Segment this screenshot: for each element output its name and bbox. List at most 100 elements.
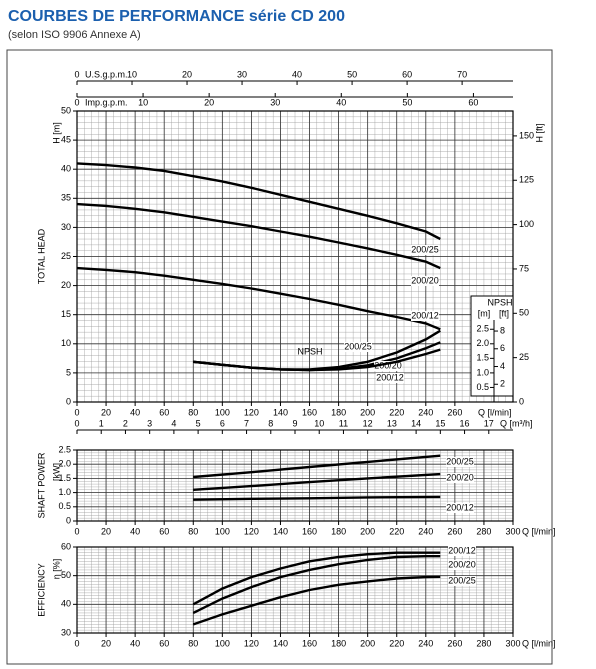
curve-label: 200/12 (446, 502, 474, 512)
x-tick-label: 240 (418, 407, 433, 417)
curve-label-bg (411, 276, 439, 286)
curve (192, 551, 441, 606)
top-axis-tick-label: 14 (411, 418, 421, 428)
top-axis-tick-label: 20 (182, 69, 192, 79)
top-axis-tick-label: 8 (268, 418, 273, 428)
curve (192, 555, 441, 614)
curve (193, 472, 441, 491)
x-tick-label: 160 (302, 407, 317, 417)
curve-label-bg (376, 373, 404, 383)
x-tick-label: 60 (159, 407, 169, 417)
npsh-tick-label: 0.5 (476, 382, 489, 392)
plot-frame (76, 110, 514, 403)
top-axis-tick-label: 50 (402, 97, 412, 107)
x-tick-label: 20 (101, 526, 111, 536)
top-axis-tick-label: 0 (74, 418, 79, 428)
y-tick-label: 0 (66, 396, 71, 406)
x-tick-label: 180 (331, 526, 346, 536)
top-axis-tick-label: 60 (468, 97, 478, 107)
curve-label: 200/12 (448, 545, 476, 555)
curve-label-bg (448, 576, 476, 586)
x-tick-label: 180 (331, 407, 346, 417)
npsh-tick-label: 2.5 (476, 324, 489, 334)
y2-tick-label: 0 (519, 396, 524, 406)
top-axis-tick-label: 9 (292, 418, 297, 428)
x-tick-label: 60 (159, 526, 169, 536)
x-tick-label: 220 (389, 526, 404, 536)
x-tick-label: 20 (101, 407, 111, 417)
x-tick-label: 240 (418, 526, 433, 536)
curve (193, 348, 441, 372)
top-axis-tick-label: 10 (138, 97, 148, 107)
x-tick-label: 160 (302, 526, 317, 536)
x-tick-label: 260 (447, 407, 462, 417)
page-title: COURBES DE PERFORMANCE série CD 200 (8, 8, 345, 25)
x-tick-label: 80 (188, 407, 198, 417)
curve-label-bg (446, 473, 474, 483)
x-tick-label: 120 (244, 407, 259, 417)
side-label: SHAFT POWER (36, 452, 46, 518)
x-axis-label: Q [l/min] (478, 407, 512, 417)
y-tick-label: 10 (61, 338, 71, 348)
top-axis-label: U.S.g.p.m. (85, 69, 128, 79)
x-tick-label: 80 (188, 638, 198, 648)
curve-label-bg (446, 457, 474, 467)
curve-label-bg (448, 546, 476, 556)
npsh-ft-tick-label: 8 (500, 325, 505, 335)
curve (193, 454, 441, 479)
y-tick-label: 1.0 (58, 487, 71, 497)
curve-label-bg (344, 342, 372, 352)
side-label: TOTAL HEAD (36, 228, 46, 284)
top-axis-tick-label: 20 (204, 97, 214, 107)
top-axis-tick-label: 50 (347, 69, 357, 79)
curve (76, 202, 441, 270)
top-axis-tick-label: 3 (147, 418, 152, 428)
npsh-ft-tick-label: 4 (500, 361, 505, 371)
top-axis-tick-label: 0 (74, 97, 79, 107)
plot-frame (76, 546, 514, 634)
curve-label: 200/25 (344, 341, 372, 351)
top-axis-tick-label: 10 (314, 418, 324, 428)
x-tick-label: 220 (389, 407, 404, 417)
x-tick-label: 240 (418, 638, 433, 648)
x-tick-label: 60 (159, 638, 169, 648)
curve (76, 162, 441, 241)
curve-label: 200/20 (446, 472, 474, 482)
y2-tick-label: 100 (519, 219, 534, 229)
curve-label: 200/20 (411, 275, 439, 285)
top-axis-tick-label: 15 (435, 418, 445, 428)
x-tick-label: 220 (389, 638, 404, 648)
y-axis-label: [kW] (51, 463, 61, 481)
y-tick-label: 35 (61, 193, 71, 203)
y2-tick-label: 150 (519, 130, 534, 140)
x-tick-label: 200 (360, 407, 375, 417)
npsh-tick-label: 1.0 (476, 367, 489, 377)
page-subtitle: (selon ISO 9906 Annexe A) (8, 29, 141, 41)
curve (193, 495, 441, 501)
top-axis-tick-label: 40 (292, 69, 302, 79)
x-tick-label: 140 (273, 407, 288, 417)
x-axis-label: Q [l/min] (522, 638, 556, 648)
curve-label: 200/25 (446, 456, 474, 466)
top-axis-tick-label: 0 (74, 69, 79, 79)
y-tick-label: 30 (61, 627, 71, 637)
y-tick-label: 20 (61, 280, 71, 290)
top-axis-tick-label: 4 (171, 418, 176, 428)
x-tick-label: 0 (74, 407, 79, 417)
x-tick-label: 300 (505, 638, 520, 648)
top-axis-tick-label: 30 (270, 97, 280, 107)
plot-frame (76, 449, 514, 522)
x-tick-label: 180 (331, 638, 346, 648)
npsh-tick-label: 1.5 (476, 353, 489, 363)
x-tick-label: 40 (130, 526, 140, 536)
x-tick-label: 40 (130, 638, 140, 648)
y-tick-label: 0.5 (58, 501, 71, 511)
top-axis-tick-label: 7 (244, 418, 249, 428)
x-tick-label: 260 (447, 526, 462, 536)
curve (76, 266, 441, 331)
y-axis-label: η [%] (51, 559, 61, 580)
top-axis-tick-label: 17 (484, 418, 494, 428)
top-axis-tick-label: 5 (196, 418, 201, 428)
top-axis-tick-label: 2 (123, 418, 128, 428)
curve-label: 200/12 (376, 372, 404, 382)
